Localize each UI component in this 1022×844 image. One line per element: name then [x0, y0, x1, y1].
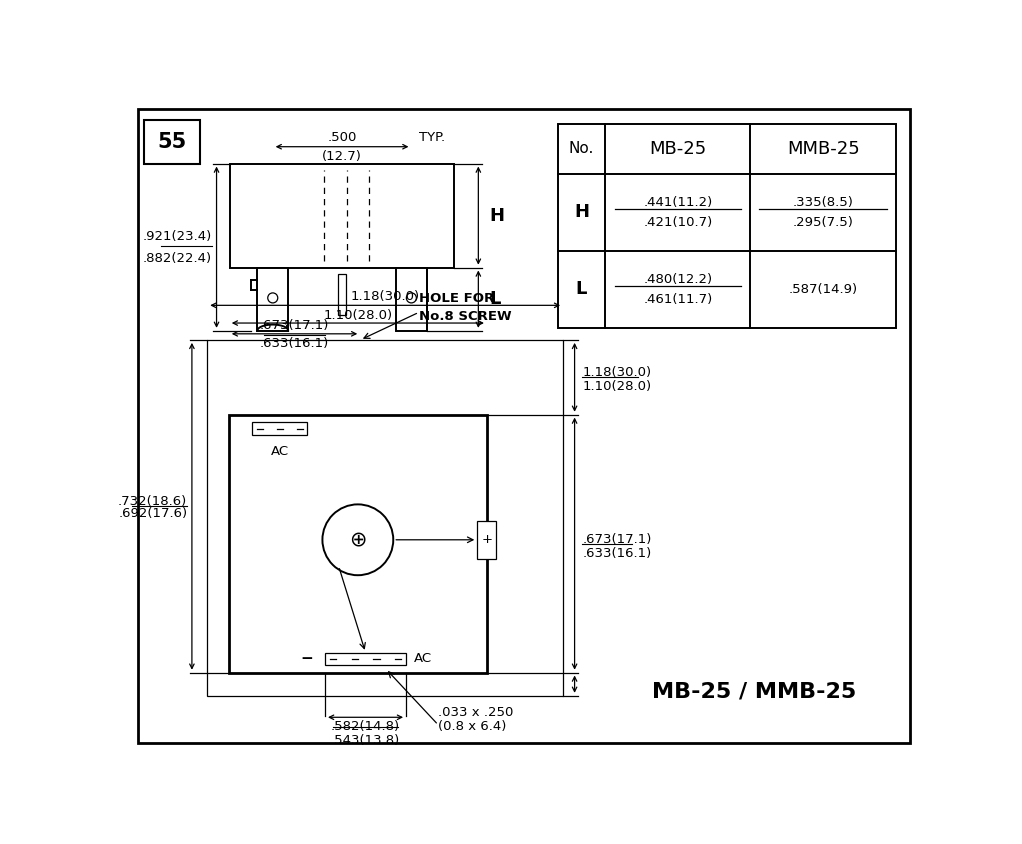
- Circle shape: [322, 505, 393, 576]
- Text: .921(23.4): .921(23.4): [143, 230, 212, 242]
- Text: .633(16.1): .633(16.1): [583, 547, 652, 560]
- Text: 1.10(28.0): 1.10(28.0): [583, 380, 651, 393]
- Bar: [325, 652, 406, 665]
- Text: No.8 SCREW: No.8 SCREW: [419, 310, 512, 323]
- Bar: [558, 123, 896, 327]
- Text: .673(17.1): .673(17.1): [583, 533, 652, 545]
- Text: .441(11.2): .441(11.2): [643, 196, 712, 208]
- Text: 1.18(30.0): 1.18(30.0): [351, 290, 420, 303]
- Text: .673(17.1): .673(17.1): [260, 319, 329, 333]
- Text: .461(11.7): .461(11.7): [643, 293, 712, 306]
- Text: .582(14.8): .582(14.8): [331, 721, 400, 733]
- Text: H: H: [490, 207, 504, 225]
- Text: .543(13.8): .543(13.8): [331, 734, 401, 747]
- Text: TYP.: TYP.: [419, 131, 446, 143]
- Circle shape: [407, 293, 416, 303]
- Text: No.: No.: [569, 141, 594, 156]
- Text: .732(18.6): .732(18.6): [118, 495, 187, 508]
- Text: 1.18(30.0): 1.18(30.0): [583, 366, 651, 379]
- Bar: [338, 274, 346, 315]
- Text: AC: AC: [414, 652, 431, 665]
- Text: (12.7): (12.7): [322, 149, 362, 163]
- Text: .633(16.1): .633(16.1): [260, 337, 329, 350]
- Bar: [144, 120, 199, 165]
- Bar: [229, 414, 486, 673]
- Text: ⊕: ⊕: [350, 530, 367, 549]
- Text: 1.10(28.0): 1.10(28.0): [323, 309, 392, 322]
- Text: .480(12.2): .480(12.2): [643, 273, 712, 285]
- Text: L: L: [490, 290, 501, 308]
- Bar: [258, 268, 288, 331]
- Text: .335(8.5): .335(8.5): [793, 196, 853, 208]
- Bar: [396, 268, 427, 331]
- Text: .033 x .250: .033 x .250: [438, 706, 514, 719]
- Text: .295(7.5): .295(7.5): [793, 216, 853, 229]
- Text: 55: 55: [157, 133, 186, 152]
- Text: .421(10.7): .421(10.7): [643, 216, 712, 229]
- Text: HOLE FOR: HOLE FOR: [419, 291, 495, 305]
- Text: MMB-25: MMB-25: [787, 139, 860, 158]
- Text: (0.8 x 6.4): (0.8 x 6.4): [438, 720, 507, 733]
- Bar: [207, 340, 563, 695]
- Text: MB-25: MB-25: [649, 139, 706, 158]
- Text: −: −: [300, 652, 314, 666]
- Text: +: +: [481, 533, 493, 546]
- Bar: [252, 422, 308, 435]
- Text: L: L: [575, 280, 588, 298]
- Text: .587(14.9): .587(14.9): [789, 283, 857, 295]
- Bar: [230, 164, 454, 268]
- Text: .500: .500: [327, 131, 357, 143]
- Text: .882(22.4): .882(22.4): [143, 252, 212, 265]
- Circle shape: [268, 293, 278, 303]
- Text: H: H: [574, 203, 589, 221]
- Text: AC: AC: [271, 446, 289, 458]
- Text: .692(17.6): .692(17.6): [119, 507, 187, 521]
- Text: MB-25 / MMB-25: MB-25 / MMB-25: [652, 681, 856, 701]
- Bar: [477, 521, 497, 559]
